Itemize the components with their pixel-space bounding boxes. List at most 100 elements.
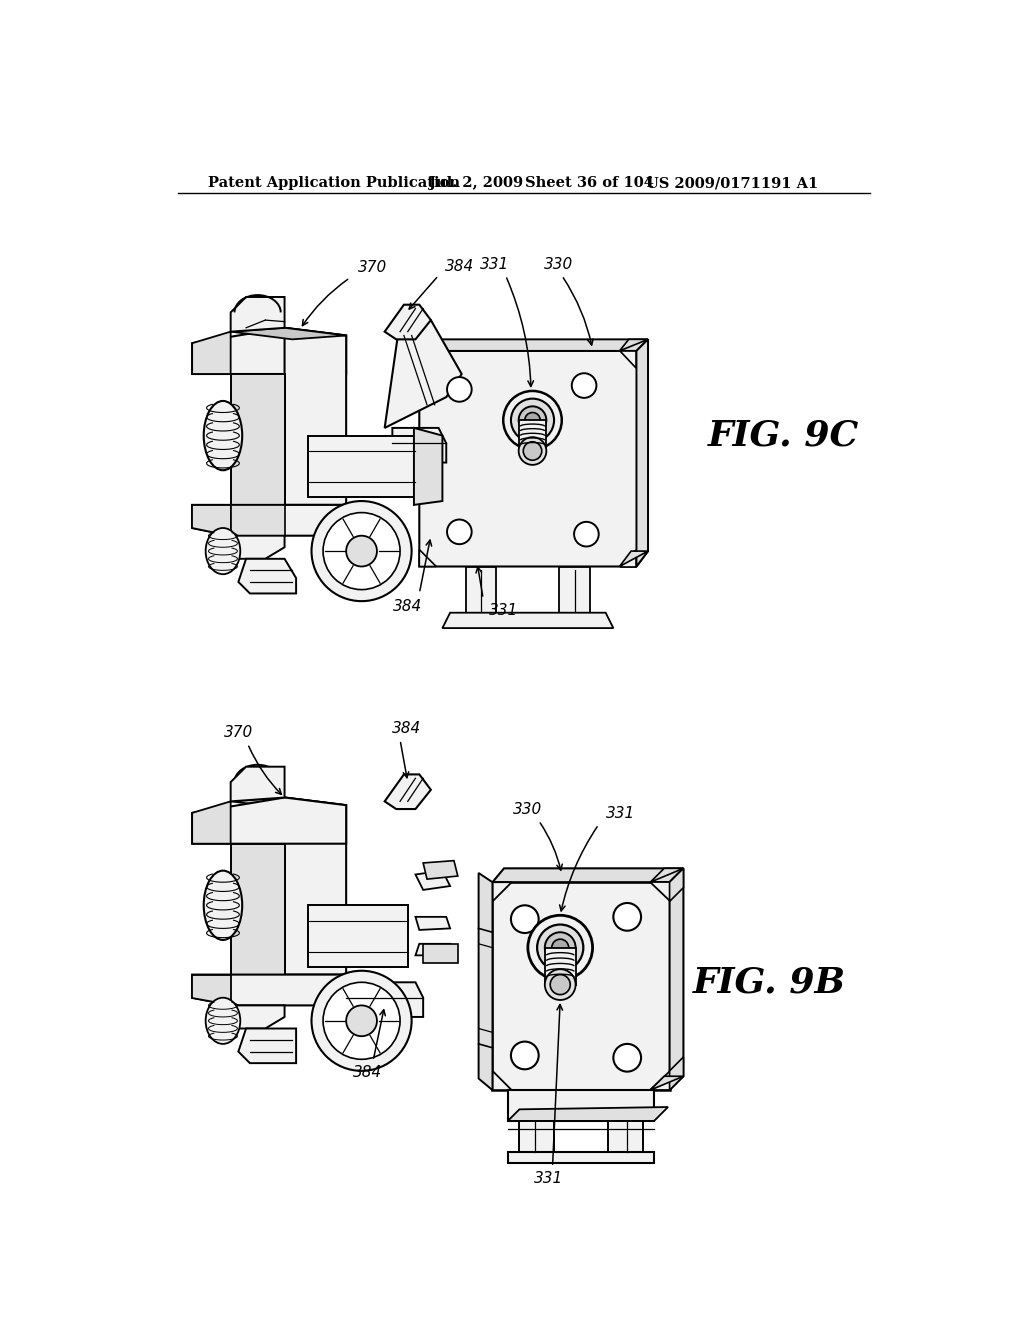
Polygon shape <box>193 506 230 536</box>
Circle shape <box>346 1006 377 1036</box>
Polygon shape <box>193 797 346 843</box>
Circle shape <box>574 521 599 546</box>
Polygon shape <box>285 327 346 506</box>
Circle shape <box>511 906 539 933</box>
Ellipse shape <box>204 401 243 470</box>
Circle shape <box>511 399 554 442</box>
Polygon shape <box>230 536 285 558</box>
Polygon shape <box>419 339 648 351</box>
Text: 370: 370 <box>357 260 387 276</box>
Polygon shape <box>559 566 590 612</box>
Text: Jul. 2, 2009: Jul. 2, 2009 <box>429 176 523 190</box>
Polygon shape <box>519 1121 554 1151</box>
Polygon shape <box>414 428 442 506</box>
Polygon shape <box>230 767 285 801</box>
Text: US 2009/0171191 A1: US 2009/0171191 A1 <box>646 176 819 190</box>
Circle shape <box>311 970 412 1071</box>
Text: 370: 370 <box>223 725 253 739</box>
Polygon shape <box>193 331 230 374</box>
Polygon shape <box>416 944 451 956</box>
Ellipse shape <box>206 998 241 1044</box>
Circle shape <box>550 974 570 995</box>
Polygon shape <box>230 843 285 974</box>
Text: 384: 384 <box>393 599 422 614</box>
Circle shape <box>518 437 547 465</box>
Polygon shape <box>650 869 683 882</box>
Text: FIG. 9C: FIG. 9C <box>708 418 859 453</box>
Circle shape <box>346 536 377 566</box>
Polygon shape <box>508 1151 654 1163</box>
Polygon shape <box>230 297 285 331</box>
Polygon shape <box>620 552 648 566</box>
Polygon shape <box>193 506 346 536</box>
Polygon shape <box>620 549 637 566</box>
Polygon shape <box>620 339 648 351</box>
Polygon shape <box>239 558 296 594</box>
Polygon shape <box>508 1090 654 1121</box>
Polygon shape <box>608 1121 643 1151</box>
Text: 331: 331 <box>488 603 518 619</box>
Polygon shape <box>493 1071 512 1090</box>
Polygon shape <box>385 305 431 339</box>
Polygon shape <box>493 882 670 1090</box>
Polygon shape <box>545 948 575 985</box>
Polygon shape <box>670 869 683 902</box>
Polygon shape <box>385 775 431 809</box>
Text: Sheet 36 of 104: Sheet 36 of 104 <box>524 176 653 190</box>
Polygon shape <box>230 506 285 536</box>
Circle shape <box>538 924 584 970</box>
Text: 384: 384 <box>353 1065 382 1081</box>
Circle shape <box>571 374 596 397</box>
Polygon shape <box>419 549 436 566</box>
Circle shape <box>528 915 593 979</box>
Text: Patent Application Publication: Patent Application Publication <box>208 176 460 190</box>
Polygon shape <box>385 321 462 428</box>
Polygon shape <box>230 327 346 339</box>
Text: 331: 331 <box>535 1171 563 1185</box>
Polygon shape <box>493 882 512 902</box>
Polygon shape <box>307 906 408 966</box>
Polygon shape <box>478 873 493 1090</box>
Circle shape <box>323 512 400 590</box>
Circle shape <box>323 982 400 1059</box>
Polygon shape <box>346 982 423 1016</box>
Polygon shape <box>518 420 547 451</box>
Circle shape <box>311 502 412 601</box>
Polygon shape <box>416 917 451 929</box>
Polygon shape <box>650 1076 683 1090</box>
Circle shape <box>613 1044 641 1072</box>
Polygon shape <box>419 339 648 566</box>
Ellipse shape <box>204 871 243 940</box>
Polygon shape <box>620 351 637 368</box>
Text: 384: 384 <box>444 259 474 275</box>
Ellipse shape <box>206 528 241 574</box>
Polygon shape <box>670 1057 683 1090</box>
Circle shape <box>613 903 641 931</box>
Polygon shape <box>423 861 458 879</box>
Polygon shape <box>416 871 451 890</box>
Polygon shape <box>307 436 416 498</box>
Polygon shape <box>466 566 497 612</box>
Circle shape <box>447 520 472 544</box>
Polygon shape <box>230 374 285 506</box>
Polygon shape <box>230 797 346 809</box>
Circle shape <box>523 442 542 461</box>
Polygon shape <box>419 351 436 368</box>
Polygon shape <box>650 882 670 902</box>
Text: 330: 330 <box>512 801 542 817</box>
Circle shape <box>511 1041 539 1069</box>
Text: 331: 331 <box>606 805 636 821</box>
Polygon shape <box>650 1071 670 1090</box>
Circle shape <box>503 391 562 449</box>
Polygon shape <box>670 869 683 1090</box>
Polygon shape <box>637 339 648 566</box>
Polygon shape <box>230 1006 285 1028</box>
Text: 331: 331 <box>480 257 509 272</box>
Text: FIG. 9B: FIG. 9B <box>692 965 846 999</box>
Polygon shape <box>193 801 230 843</box>
Circle shape <box>545 969 575 1001</box>
Circle shape <box>447 378 472 401</box>
Polygon shape <box>392 428 446 462</box>
Circle shape <box>545 932 575 964</box>
Polygon shape <box>239 1028 296 1063</box>
